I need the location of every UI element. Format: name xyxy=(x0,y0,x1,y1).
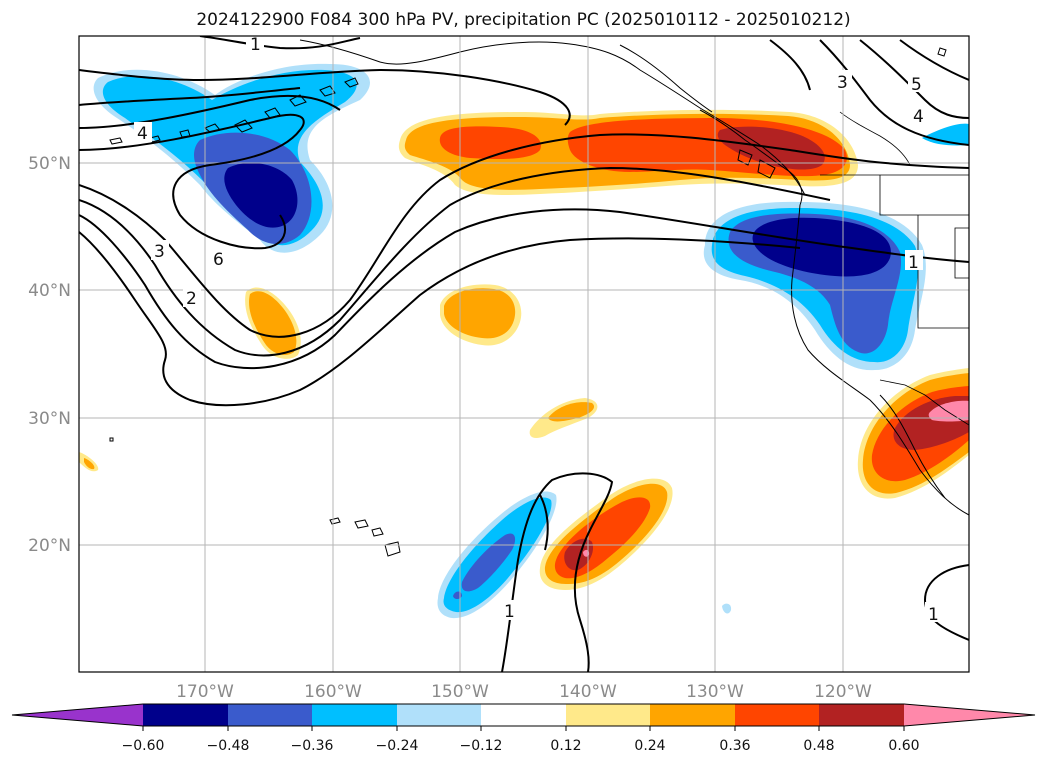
colorbar-ticks xyxy=(142,726,905,731)
pv-contour-2-loop xyxy=(79,113,305,250)
lon-label: 160°W xyxy=(304,682,362,702)
colorbar-tick-label: 0.12 xyxy=(550,738,581,754)
colorbar-swatch xyxy=(228,704,312,726)
pv-contour-1-north xyxy=(199,36,361,50)
contour-label: 4 xyxy=(137,124,148,144)
lat-label: 50°N xyxy=(28,154,71,174)
colorbar-over-extend xyxy=(904,704,1035,726)
colorbar-swatch xyxy=(143,704,228,726)
lon-label: 120°W xyxy=(814,682,872,702)
contour-label: 1 xyxy=(504,602,515,622)
colorbar-swatch xyxy=(566,704,650,726)
contour-label: 2 xyxy=(186,289,197,309)
colorbar-tick-label: −0.24 xyxy=(376,738,419,754)
colorbar-swatch xyxy=(735,704,819,726)
contour-label: 3 xyxy=(837,73,848,93)
pv-contour-2 xyxy=(79,231,801,407)
colorbar-tick-label: −0.36 xyxy=(291,738,334,754)
positive-anomaly-west xyxy=(245,287,301,359)
contour-label: 3 xyxy=(154,242,165,262)
contour-label: 1 xyxy=(908,253,919,273)
pv-contour-a xyxy=(79,68,571,126)
contour-label: 4 xyxy=(913,107,924,127)
contour-labels: 1 2 3 4 5 6 1 1 1 3 4 xyxy=(134,35,943,625)
contour-label: 1 xyxy=(250,35,261,55)
contour-label: 1 xyxy=(928,605,939,625)
pv-contour-1-subtropical xyxy=(501,472,614,672)
colorbar-swatch xyxy=(312,704,397,726)
contour-label: 6 xyxy=(213,250,224,270)
colorbar-tick-label: −0.48 xyxy=(207,738,250,754)
pv-contour-1-southeast xyxy=(923,564,969,641)
positive-anomaly-southeast xyxy=(857,368,969,499)
longitude-labels: 170°W 160°W 150°W 140°W 130°W 120°W xyxy=(176,682,872,702)
pv-contour-ne-4 xyxy=(859,39,969,119)
colorbar-swatch xyxy=(650,704,735,726)
latitude-labels: 50°N 40°N 30°N 20°N xyxy=(28,154,71,556)
colorbar-swatch xyxy=(819,704,904,726)
map-border xyxy=(78,35,970,673)
lat-label: 30°N xyxy=(28,409,71,429)
colorbar-tick-label: 0.60 xyxy=(888,738,919,754)
lat-label: 20°N xyxy=(28,536,71,556)
colorbar-tick-label: 0.36 xyxy=(719,738,750,754)
colorbar-tick-label: −0.60 xyxy=(122,738,165,754)
negative-anomaly-corner xyxy=(922,123,969,146)
map-title: 2024122900 F084 300 hPa PV, precipitatio… xyxy=(196,10,851,30)
contour-label: 5 xyxy=(911,75,922,95)
pv-contour-ne-5 xyxy=(899,39,969,81)
colorbar: −0.60 −0.48 −0.36 −0.24 −0.12 0.12 0.24 … xyxy=(11,703,1036,754)
lat-label: 40°N xyxy=(28,281,71,301)
colorbar-tick-label: 0.24 xyxy=(634,738,665,754)
colorbar-tick-label: 0.48 xyxy=(803,738,834,754)
pv-contour-3 xyxy=(79,166,831,357)
negative-anomaly-nw-pacific xyxy=(93,63,371,253)
pv-contour-ne-3 xyxy=(819,39,969,146)
pv-contour-sub-inner xyxy=(539,494,549,551)
map-layers: 1 2 3 4 5 6 1 1 1 3 4 xyxy=(79,35,969,672)
pv-contour-1-long xyxy=(79,208,969,370)
pv-contour-b xyxy=(79,87,301,106)
lon-label: 150°W xyxy=(431,682,489,702)
lon-label: 140°W xyxy=(559,682,617,702)
pv-contour-ne-a xyxy=(769,39,811,91)
colorbar-under-extend xyxy=(12,704,143,726)
positive-anomaly-north-pacific xyxy=(398,109,858,196)
pv-contour-6 xyxy=(79,133,969,338)
colorbar-swatch xyxy=(397,704,481,726)
lon-label: 170°W xyxy=(176,682,234,702)
colorbar-swatch xyxy=(481,704,566,726)
colorbar-tick-label: −0.12 xyxy=(460,738,503,754)
pv-contour-4 xyxy=(79,94,341,129)
pv-contours xyxy=(79,36,969,672)
positive-anomaly-edge-core xyxy=(84,458,95,470)
coastlines xyxy=(109,39,969,557)
lon-label: 130°W xyxy=(686,682,744,702)
